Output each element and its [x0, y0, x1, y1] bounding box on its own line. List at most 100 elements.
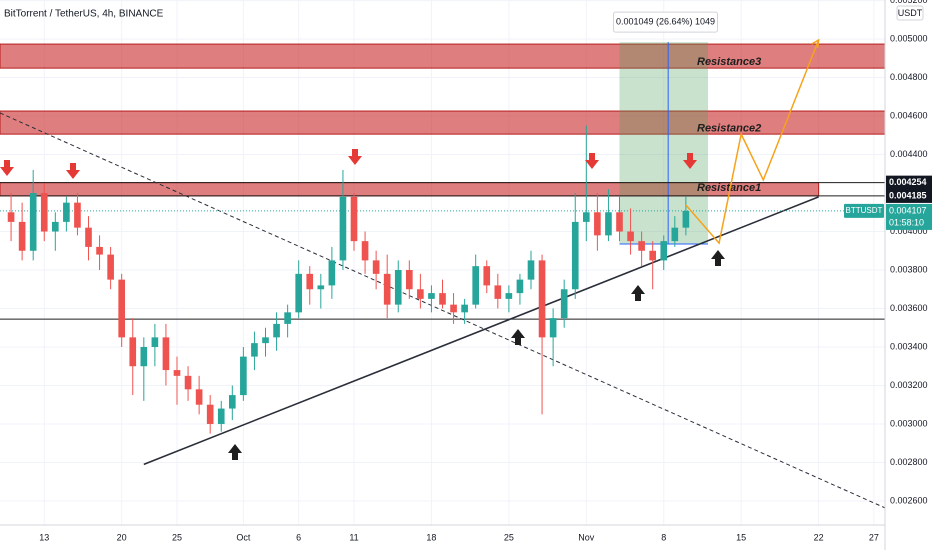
y-tick-label: 0.005000 — [890, 33, 928, 43]
time-axis — [0, 525, 932, 550]
candle-body — [594, 212, 601, 236]
candle-body — [240, 356, 247, 396]
up-arrow — [228, 444, 242, 460]
candle-body — [483, 266, 491, 286]
candle-body — [74, 202, 81, 228]
candle-body — [527, 260, 535, 280]
candle-body — [217, 408, 225, 424]
candle-body — [671, 227, 679, 242]
candle-body — [63, 202, 70, 222]
y-tick-label: 0.002800 — [890, 457, 928, 467]
x-tick-label: Nov — [578, 532, 595, 542]
candle-body — [118, 279, 126, 338]
chart-title: BitTorrent / TetherUS, 4h, BINANCE — [4, 9, 164, 20]
y-tick-label: 0.003800 — [890, 264, 928, 274]
candle-body — [428, 293, 435, 299]
candle-body — [439, 293, 446, 305]
symbol-tag — [844, 203, 884, 218]
candle-body — [571, 221, 579, 290]
up-arrow — [711, 250, 725, 266]
y-tick-label: 0.004000 — [890, 226, 928, 236]
down-arrows — [0, 149, 697, 179]
measure-label-box — [613, 11, 718, 33]
candle-body — [295, 273, 303, 313]
candle-body — [206, 404, 214, 424]
candle-body — [140, 346, 148, 367]
candles — [7, 125, 690, 434]
zone-label: Resistance1 — [697, 182, 761, 194]
candle-body — [616, 212, 623, 232]
projection-path — [685, 39, 820, 245]
price-axis — [885, 0, 932, 550]
candle-body — [505, 293, 513, 299]
candle-body — [162, 337, 170, 371]
x-tick-label: Oct — [236, 532, 251, 542]
y-tick-label: 0.003200 — [890, 380, 928, 390]
price-tag — [886, 175, 932, 190]
labels: 0.002600 0.002800 0.003000 0.003200 0.003400… — [39, 0, 932, 542]
down-arrow — [0, 160, 14, 176]
candle-body — [682, 210, 690, 228]
x-tick-label: 15 — [736, 532, 746, 542]
candle-body — [350, 196, 358, 242]
zone-label: Resistance3 — [697, 56, 761, 68]
candle-body — [317, 285, 325, 290]
down-arrow — [348, 149, 362, 165]
trendline — [143, 196, 819, 466]
currency: USDT — [898, 8, 923, 18]
candle-body — [372, 260, 380, 274]
candle-body — [228, 395, 236, 409]
candle-body — [417, 289, 424, 299]
countdown: 01:58:10 — [889, 217, 924, 227]
down-arrow — [683, 153, 697, 169]
candle-body — [361, 241, 369, 261]
candle-body — [339, 196, 347, 261]
y-tick-label: 0.003400 — [890, 341, 928, 351]
last-price-label: 0.004107 — [889, 205, 927, 215]
candle-body — [461, 304, 468, 313]
candle-body — [195, 389, 203, 405]
candle-body — [40, 193, 48, 232]
y-tick-label: 0.002600 — [890, 495, 928, 505]
arrows — [0, 149, 725, 460]
zones — [0, 42, 886, 245]
candle-body — [328, 260, 336, 286]
x-tick-label: 13 — [39, 532, 49, 542]
y-tick-label: 0.004400 — [890, 149, 928, 159]
candle-body — [51, 221, 59, 232]
candle-body — [582, 212, 590, 222]
x-tick-label: 20 — [117, 532, 127, 542]
price-tag-label: 0.004254 — [889, 177, 927, 187]
candle-body — [549, 318, 557, 338]
x-tick-label: 6 — [296, 532, 301, 542]
x-tick-label: 25 — [172, 532, 182, 542]
zone-label: Resistance2 — [697, 122, 761, 134]
candle-body — [394, 270, 402, 305]
up-arrows — [228, 250, 725, 460]
x-tick-label: 18 — [426, 532, 436, 542]
candle-body — [660, 241, 668, 261]
candle-body — [450, 304, 457, 313]
y-tick-label: 0.004800 — [890, 72, 928, 82]
currency-box — [896, 5, 924, 21]
candle-body — [151, 337, 159, 347]
candle-body — [638, 241, 645, 251]
last-price-tag — [886, 203, 932, 230]
down-arrow — [585, 153, 599, 169]
candle-body — [107, 254, 114, 280]
candle-body — [306, 273, 314, 290]
candle-body — [516, 279, 524, 294]
candle-body — [627, 231, 634, 242]
candle-body — [173, 370, 181, 376]
x-tick-label: 27 — [869, 532, 879, 542]
down-arrow — [66, 163, 80, 179]
candle-body — [538, 260, 546, 338]
x-tick-label: 11 — [349, 532, 358, 542]
candle-body — [251, 343, 258, 357]
up-arrow — [631, 285, 645, 301]
symbol-tag-label: BTTUSDT — [846, 206, 883, 215]
candle-body — [184, 375, 192, 390]
